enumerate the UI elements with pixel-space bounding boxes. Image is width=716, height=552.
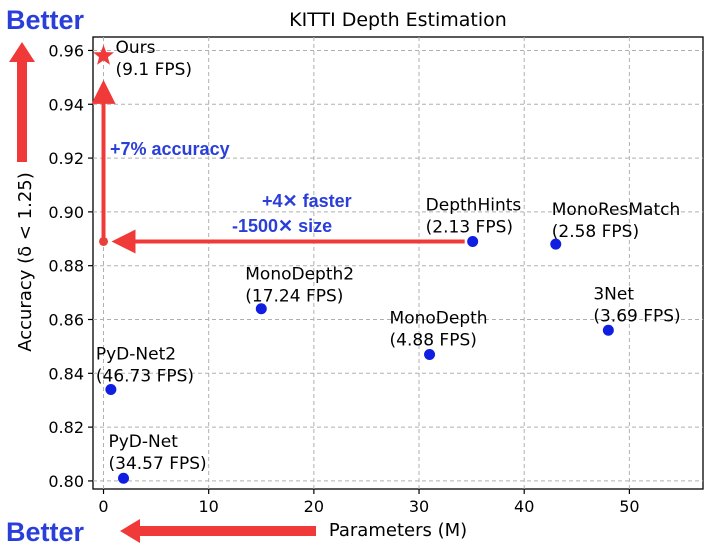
point-ours-star	[93, 44, 114, 65]
y-tick-label: 0.86	[48, 311, 84, 330]
y-tick-label: 0.96	[48, 41, 84, 60]
point-ours-start	[99, 236, 109, 246]
y-tick-label: 0.80	[48, 472, 84, 491]
x-tick-label: 30	[409, 497, 429, 516]
point-monodepth-fps: (4.88 FPS)	[390, 330, 477, 350]
point-pydnet	[118, 472, 129, 484]
point-monoresmatch	[550, 238, 562, 250]
plot-frame	[92, 36, 704, 490]
y-tick-label: 0.84	[48, 364, 84, 383]
x-tick-label: 10	[199, 497, 219, 516]
point-depthhints-fps: (2.13 FPS)	[426, 217, 513, 237]
point-pydnet2-fps: (46.73 FPS)	[96, 366, 194, 386]
x-tick-label: 50	[619, 497, 639, 516]
point-3net	[602, 324, 614, 336]
x-tick-label: 0	[98, 497, 108, 516]
better-top-label: Better	[6, 5, 85, 35]
point-3net-name: 3Net	[593, 284, 634, 304]
chart-title: KITTI Depth Estimation	[289, 9, 507, 31]
y-tick-label: 0.94	[48, 95, 84, 114]
point-pydnet2-name: PyD-Net2	[96, 344, 176, 364]
point-monoresmatch-fps: (2.58 FPS)	[552, 222, 639, 242]
point-monodepth2-fps: (17.24 FPS)	[245, 287, 343, 307]
size-gain-label: -1500✕ size	[232, 216, 332, 236]
better-up-arrow-icon	[9, 42, 35, 162]
x-axis-label: Parameters (M)	[329, 520, 467, 541]
point-ours-fps: (9.1 FPS)	[116, 60, 193, 80]
data-points: Ours(9.1 FPS) DepthHints(2.13 FPS) MonoRes…	[93, 38, 681, 484]
point-pydnet2	[105, 383, 117, 395]
better-left-arrow-icon	[120, 519, 316, 543]
point-3net-fps: (3.69 FPS)	[593, 306, 680, 326]
y-axis-label: Accuracy (δ < 1.25)	[15, 172, 36, 352]
y-tick-label: 0.88	[48, 257, 84, 276]
point-depthhints	[467, 235, 479, 247]
point-monodepth-name: MonoDepth	[390, 308, 488, 328]
point-monodepth2	[255, 303, 267, 315]
point-ours-name: Ours	[116, 38, 156, 58]
accuracy-gain-label: +7% accuracy	[110, 139, 230, 159]
point-pydnet-name: PyD-Net	[109, 432, 179, 452]
y-tick-label: 0.90	[48, 203, 84, 222]
point-monodepth	[424, 348, 436, 360]
x-axis-ticks: 0 10 20 30 40 50	[98, 489, 640, 516]
x-tick-label: 40	[514, 497, 534, 516]
y-tick-label: 0.82	[48, 418, 84, 437]
y-tick-label: 0.92	[48, 149, 84, 168]
grid	[93, 37, 703, 489]
x-tick-label: 20	[304, 497, 324, 516]
point-monodepth2-name: MonoDepth2	[245, 265, 354, 285]
point-monoresmatch-name: MonoResMatch	[552, 200, 680, 220]
y-axis-ticks: 0.80 0.82 0.84 0.86 0.88 0.90 0.92 0.94 0.96	[48, 41, 93, 491]
point-pydnet-fps: (34.57 FPS)	[109, 454, 207, 474]
better-bottom-label: Better	[6, 517, 85, 547]
speed-gain-label: +4✕ faster	[262, 191, 352, 211]
point-depthhints-name: DepthHints	[426, 195, 522, 215]
